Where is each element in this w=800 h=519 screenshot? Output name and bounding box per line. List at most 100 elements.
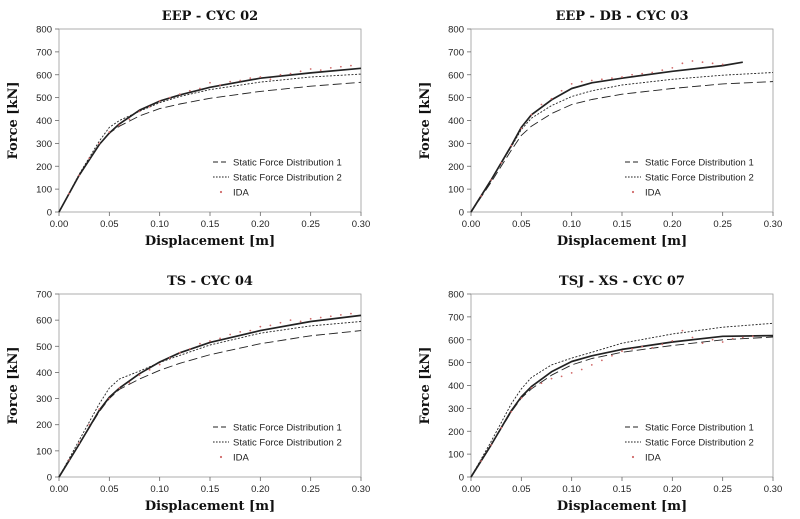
- ida-point: [611, 354, 613, 357]
- chart-title: EEP - DB - CYC 03: [555, 9, 688, 24]
- x-tick-label: 0.05: [100, 219, 119, 230]
- ida-point: [78, 174, 81, 177]
- ida-point: [219, 84, 221, 86]
- ida-point: [98, 142, 101, 145]
- ida-point: [611, 77, 613, 80]
- x-axis-label: Displacement [m]: [145, 499, 275, 514]
- ida-point: [249, 77, 252, 80]
- ida-point: [701, 61, 704, 64]
- x-tick-label: 0.15: [613, 484, 632, 495]
- ida-point: [329, 315, 332, 318]
- ida-point: [158, 100, 161, 102]
- series-line-3: [58, 67, 362, 213]
- ida-point: [229, 333, 232, 336]
- y-tick-label: 100: [36, 185, 52, 196]
- y-tick-label: 0: [459, 208, 464, 219]
- x-tick-label: 0.20: [663, 219, 682, 230]
- ida-point: [560, 375, 563, 378]
- x-tick-label: 0.20: [251, 484, 270, 495]
- x-axis-label: Displacement [m]: [557, 499, 687, 514]
- ida-point: [580, 80, 583, 83]
- chart-title: TS - CYC 04: [167, 274, 253, 289]
- ida-point: [138, 110, 141, 113]
- legend-entry: IDA: [645, 188, 662, 199]
- legend-entry: Static Force Distribution 2: [645, 173, 754, 184]
- y-tick-label: 300: [448, 139, 464, 150]
- y-tick-label: 800: [36, 25, 52, 36]
- ida-point: [691, 336, 694, 339]
- legend-entry: Static Force Distribution 2: [645, 438, 754, 449]
- ida-point: [570, 83, 573, 85]
- ida-point: [309, 317, 312, 320]
- ida-point: [319, 316, 322, 319]
- ida-point: [350, 64, 352, 67]
- y-axis-label: Force [kN]: [418, 82, 433, 160]
- y-tick-label: 600: [36, 316, 52, 327]
- ida-point: [631, 73, 633, 76]
- x-tick-label: 0.10: [150, 484, 169, 495]
- ida-point: [661, 69, 664, 72]
- ida-point: [289, 72, 292, 75]
- x-tick-label: 0.15: [201, 219, 220, 230]
- ida-point: [168, 96, 171, 99]
- x-tick-label: 0.10: [150, 219, 169, 230]
- ida-point: [319, 69, 322, 72]
- chart-panel-4: 0.00 0.05 0.10 0.15 0.20 0.25 0.30 0 100 200 300 40…: [418, 274, 782, 514]
- ida-point: [229, 80, 232, 83]
- ida-point: [299, 320, 302, 323]
- ida-point: [350, 312, 352, 315]
- plot-frame: [58, 28, 362, 213]
- chart-title: TSJ - XS - CYC 07: [559, 274, 685, 289]
- ida-point: [751, 335, 754, 338]
- ida-point: [128, 381, 131, 384]
- ida-point: [600, 359, 603, 362]
- ida-point: [621, 350, 623, 353]
- x-tick-label: 0.05: [512, 484, 531, 495]
- series-line-2: [58, 73, 362, 213]
- ida-point: [701, 342, 704, 345]
- legend-entry: IDA: [233, 188, 250, 199]
- x-tick-label: 0.20: [663, 484, 682, 495]
- ida-point: [480, 195, 482, 197]
- ida-point: [530, 386, 533, 389]
- y-tick-label: 0: [47, 208, 52, 219]
- x-tick-label: 0.15: [201, 484, 220, 495]
- legend-swatch: [219, 455, 223, 459]
- ida-point: [721, 63, 724, 66]
- y-tick-label: 200: [448, 162, 464, 173]
- ida-point: [199, 87, 201, 90]
- legend-entry: Static Force Distribution 1: [233, 158, 342, 169]
- ida-point: [490, 179, 493, 181]
- ida-point: [269, 78, 272, 81]
- y-tick-label: 400: [36, 116, 52, 127]
- ida-point: [209, 81, 211, 84]
- series-line-3: [58, 314, 362, 478]
- ida-point: [520, 397, 523, 399]
- ida-point: [540, 103, 543, 106]
- x-tick-label: 0.25: [713, 219, 732, 230]
- ida-point: [108, 397, 111, 400]
- x-tick-label: 0.10: [562, 484, 581, 495]
- x-tick-label: 0.10: [562, 219, 581, 230]
- plot-frame: [470, 293, 774, 478]
- ida-point: [168, 357, 171, 359]
- series-line-2: [58, 321, 362, 478]
- ida-point: [570, 372, 573, 374]
- x-tick-label: 0.05: [100, 484, 119, 495]
- ida-point: [641, 72, 644, 75]
- y-axis-label: Force [kN]: [6, 347, 21, 425]
- series-line-3: [470, 61, 743, 213]
- y-tick-label: 400: [36, 368, 52, 379]
- ida-point: [691, 60, 694, 62]
- y-tick-label: 600: [448, 70, 464, 81]
- ida-point: [68, 192, 70, 195]
- y-tick-label: 200: [448, 427, 464, 438]
- ida-point: [219, 337, 221, 340]
- ida-point: [199, 342, 201, 345]
- y-tick-label: 600: [36, 70, 52, 81]
- ida-point: [741, 336, 744, 339]
- y-tick-label: 0: [47, 473, 52, 484]
- ida-point: [540, 382, 543, 385]
- y-tick-label: 0: [459, 473, 464, 484]
- ida-point: [118, 124, 121, 126]
